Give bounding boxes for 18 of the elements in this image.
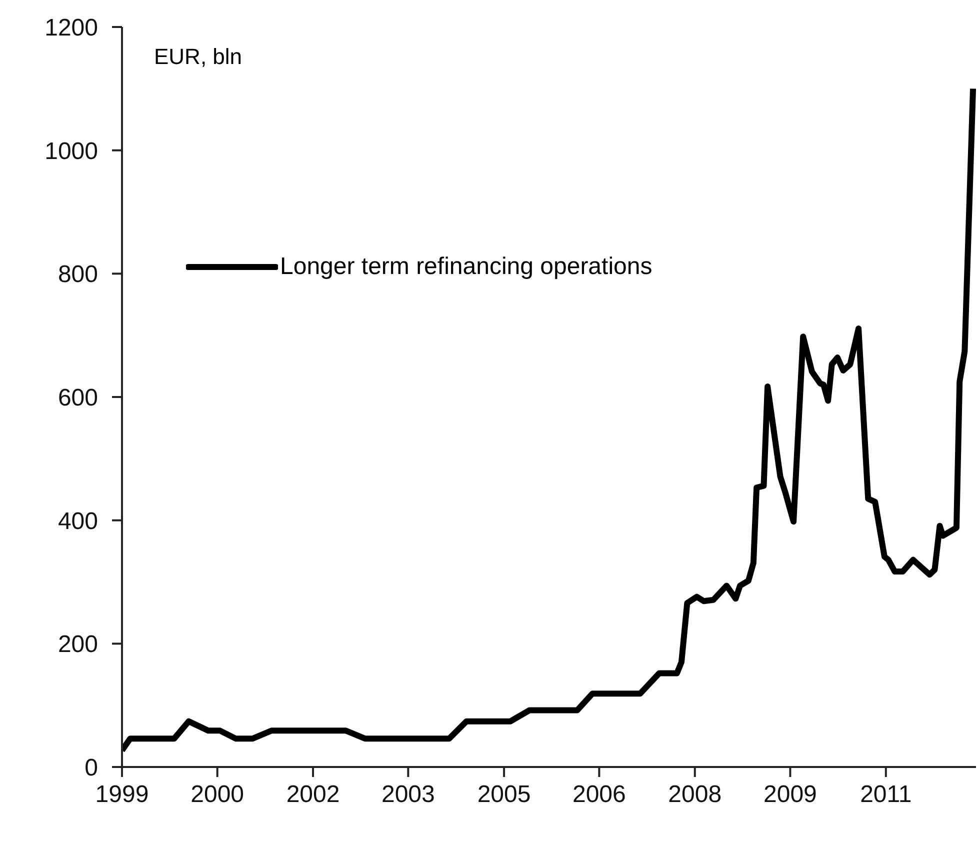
x-tick-label: 2006: [572, 781, 626, 808]
y-tick-label: 1000: [44, 138, 98, 165]
y-tick-label: 600: [58, 384, 98, 412]
y-tick-label: 400: [58, 508, 98, 535]
y-axis-title: EUR, bln: [154, 44, 242, 70]
x-tick-label: 2002: [286, 781, 340, 808]
x-tick-label: 2000: [190, 781, 244, 808]
y-tick-label: 800: [58, 261, 98, 288]
x-tick-label: 1999: [95, 781, 149, 808]
x-tick-label: 2005: [477, 781, 531, 808]
x-tick-label: 2011: [860, 781, 912, 808]
x-tick-label: 2009: [764, 781, 817, 808]
x-tick-label: 2003: [381, 781, 435, 808]
x-tick-label: 2008: [668, 781, 722, 808]
y-tick-label: 0: [84, 754, 98, 782]
y-tick-label: 1200: [44, 14, 98, 42]
y-tick-label: 200: [58, 631, 98, 658]
legend-label: Longer term refinancing operations: [280, 253, 652, 281]
